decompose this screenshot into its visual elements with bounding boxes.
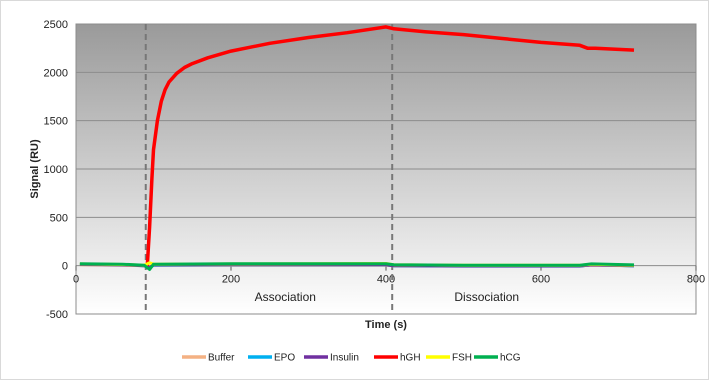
y-tick-label: 2000 [44,67,68,79]
x-tick-label: 200 [222,274,240,286]
y-tick-label: 500 [50,212,68,224]
x-axis-label: Time (s) [365,319,407,331]
y-tick-labels: -500 0 500 1000 1500 2000 2500 [44,19,68,321]
y-tick-label: -500 [46,309,68,321]
legend-label-fsh: FSH [452,353,472,364]
y-tick-label: 1500 [44,116,68,128]
legend-label-insulin: Insulin [330,353,359,364]
association-label: Association [255,290,316,304]
x-tick-label: 600 [532,274,550,286]
legend-label-hcg: hCG [500,353,521,364]
legend-label-buffer: Buffer [208,353,235,364]
y-tick-label: 1000 [44,164,68,176]
y-tick-label: 2500 [44,19,68,31]
legend: Buffer EPO Insulin hGH FSH hCG [182,353,521,364]
x-tick-label: 800 [687,274,705,286]
legend-label-hgh: hGH [400,353,421,364]
y-tick-label: 0 [62,261,68,273]
legend-label-epo: EPO [274,353,295,364]
y-axis-label: Signal (RU) [29,139,41,199]
dissociation-label: Dissociation [454,290,519,304]
x-tick-label: 0 [73,274,79,286]
